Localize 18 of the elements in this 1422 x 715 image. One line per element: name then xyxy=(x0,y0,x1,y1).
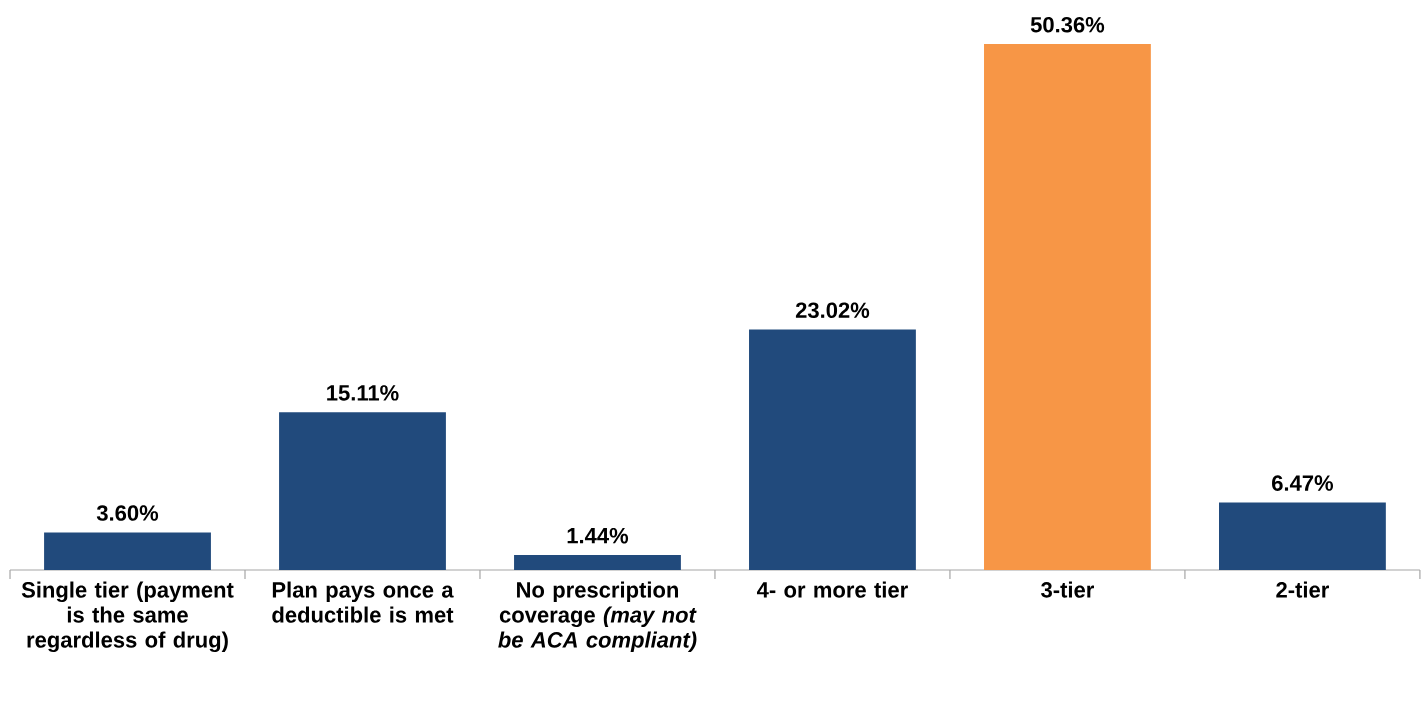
x-tick-label: 4- or more tier xyxy=(756,581,908,598)
data-label: 6.47% xyxy=(1272,475,1334,491)
data-label: 50.36% xyxy=(1030,16,1105,33)
x-tick-label: No prescription coverage (may not be ACA compliant) xyxy=(498,581,697,653)
data-label: 23.02% xyxy=(795,302,870,319)
data-label: 15.11% xyxy=(327,385,399,401)
bar xyxy=(1219,502,1386,570)
bar xyxy=(984,44,1151,570)
data-label: 1.44% xyxy=(567,527,629,544)
bar xyxy=(749,329,916,570)
bar xyxy=(44,532,211,570)
data-label: 3.60% xyxy=(96,505,159,521)
x-tick-label: 3-tier xyxy=(1041,581,1094,598)
x-tick-label: 2-tier xyxy=(1276,581,1329,598)
bar xyxy=(279,412,446,570)
bar xyxy=(514,554,681,570)
x-tick-label: Single tier (payment is the same regardless of drug) xyxy=(21,581,234,653)
x-tick-label: Plan pays once a deductible is met xyxy=(272,581,454,623)
